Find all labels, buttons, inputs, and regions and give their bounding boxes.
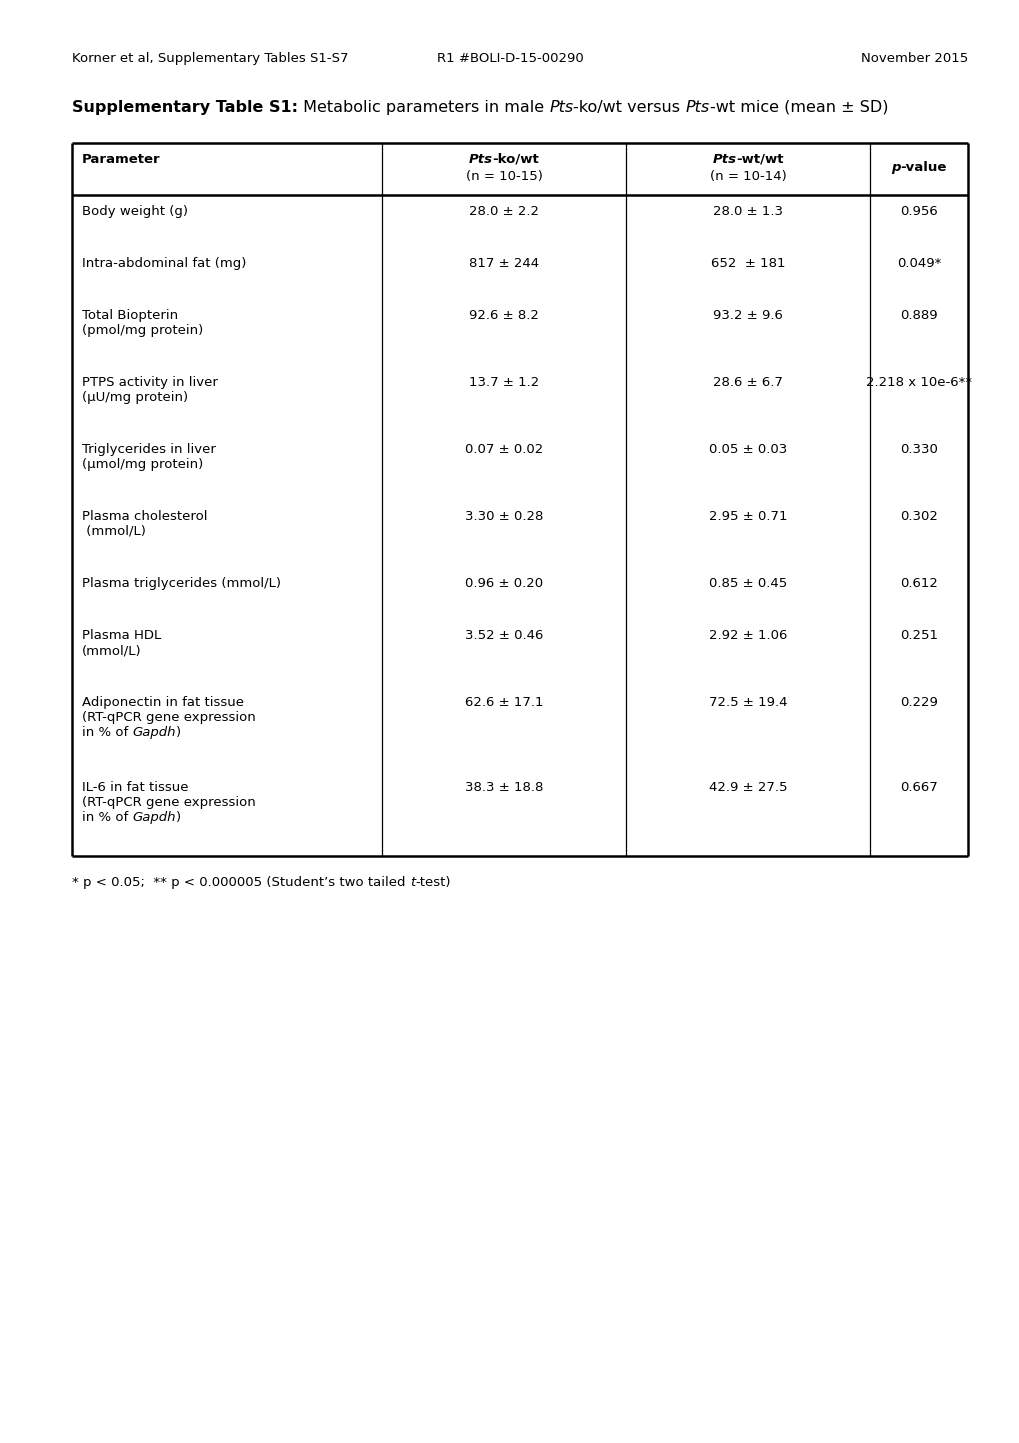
Text: in % of: in % of — [82, 726, 132, 739]
Text: Pts: Pts — [685, 100, 709, 115]
Text: 0.07 ± 0.02: 0.07 ± 0.02 — [465, 443, 542, 456]
Text: -wt mice (mean ± SD): -wt mice (mean ± SD) — [709, 100, 888, 115]
Text: (μU/mg protein): (μU/mg protein) — [82, 391, 187, 404]
Text: 28.0 ± 2.2: 28.0 ± 2.2 — [469, 205, 538, 218]
Text: Plasma cholesterol: Plasma cholesterol — [82, 509, 207, 522]
Text: Adiponectin in fat tissue: Adiponectin in fat tissue — [82, 696, 244, 709]
Text: 0.302: 0.302 — [899, 509, 937, 522]
Text: 3.30 ± 0.28: 3.30 ± 0.28 — [465, 509, 543, 522]
Text: 93.2 ± 9.6: 93.2 ± 9.6 — [712, 309, 783, 322]
Text: (RT-qPCR gene expression: (RT-qPCR gene expression — [82, 711, 256, 724]
Text: Total Biopterin: Total Biopterin — [82, 309, 178, 322]
Text: (μmol/mg protein): (μmol/mg protein) — [82, 457, 203, 470]
Text: Intra-abdominal fat (mg): Intra-abdominal fat (mg) — [82, 257, 247, 270]
Text: -ko/wt: -ko/wt — [492, 153, 539, 166]
Text: 13.7 ± 1.2: 13.7 ± 1.2 — [469, 377, 539, 390]
Text: Plasma triglycerides (mmol/L): Plasma triglycerides (mmol/L) — [82, 577, 280, 590]
Text: 0.667: 0.667 — [899, 781, 936, 794]
Text: ): ) — [176, 726, 181, 739]
Text: 92.6 ± 8.2: 92.6 ± 8.2 — [469, 309, 538, 322]
Text: 62.6 ± 17.1: 62.6 ± 17.1 — [465, 696, 543, 709]
Text: p: p — [891, 162, 900, 175]
Text: 28.0 ± 1.3: 28.0 ± 1.3 — [712, 205, 783, 218]
Text: Pts: Pts — [548, 100, 573, 115]
Text: R1 #BOLI-D-15-00290: R1 #BOLI-D-15-00290 — [436, 52, 583, 65]
Text: Gapdh: Gapdh — [132, 726, 176, 739]
Text: Triglycerides in liver: Triglycerides in liver — [82, 443, 216, 456]
Text: (mmol/L): (mmol/L) — [82, 644, 142, 657]
Text: 0.612: 0.612 — [899, 577, 937, 590]
Text: ): ) — [176, 811, 181, 824]
Text: PTPS activity in liver: PTPS activity in liver — [82, 377, 218, 390]
Text: Supplementary Table S1:: Supplementary Table S1: — [72, 100, 298, 115]
Text: 0.96 ± 0.20: 0.96 ± 0.20 — [465, 577, 542, 590]
Text: 3.52 ± 0.46: 3.52 ± 0.46 — [465, 629, 543, 642]
Text: 0.956: 0.956 — [899, 205, 936, 218]
Text: (pmol/mg protein): (pmol/mg protein) — [82, 325, 203, 338]
Text: -ko/wt versus: -ko/wt versus — [573, 100, 685, 115]
Text: t: t — [410, 876, 415, 889]
Text: 2.218 x 10e-6**: 2.218 x 10e-6** — [865, 377, 971, 390]
Text: 42.9 ± 27.5: 42.9 ± 27.5 — [708, 781, 787, 794]
Text: 28.6 ± 6.7: 28.6 ± 6.7 — [712, 377, 783, 390]
Text: Korner et al, Supplementary Tables S1-S7: Korner et al, Supplementary Tables S1-S7 — [72, 52, 348, 65]
Text: 0.85 ± 0.45: 0.85 ± 0.45 — [708, 577, 787, 590]
Text: 0.229: 0.229 — [899, 696, 937, 709]
Text: Plasma HDL: Plasma HDL — [82, 629, 161, 642]
Text: 0.330: 0.330 — [899, 443, 937, 456]
Text: 72.5 ± 19.4: 72.5 ± 19.4 — [708, 696, 787, 709]
Text: in % of: in % of — [82, 811, 132, 824]
Text: Parameter: Parameter — [82, 153, 160, 166]
Text: November 2015: November 2015 — [860, 52, 967, 65]
Text: * p < 0.05;  ** p < 0.000005 (Student’s two tailed: * p < 0.05; ** p < 0.000005 (Student’s t… — [72, 876, 410, 889]
Text: -wt/wt: -wt/wt — [736, 153, 783, 166]
Text: Body weight (g): Body weight (g) — [82, 205, 187, 218]
Text: Gapdh: Gapdh — [132, 811, 176, 824]
Text: 2.95 ± 0.71: 2.95 ± 0.71 — [708, 509, 787, 522]
Text: 652  ± 181: 652 ± 181 — [710, 257, 785, 270]
Text: 817 ± 244: 817 ± 244 — [469, 257, 538, 270]
Text: 0.049*: 0.049* — [896, 257, 941, 270]
Text: (n = 10-15): (n = 10-15) — [465, 170, 542, 183]
Text: -value: -value — [900, 162, 946, 175]
Text: (mmol/L): (mmol/L) — [82, 525, 146, 538]
Text: 0.889: 0.889 — [900, 309, 936, 322]
Text: 0.05 ± 0.03: 0.05 ± 0.03 — [708, 443, 787, 456]
Text: 0.251: 0.251 — [899, 629, 937, 642]
Text: Pts: Pts — [468, 153, 492, 166]
Text: Pts: Pts — [711, 153, 736, 166]
Text: 38.3 ± 18.8: 38.3 ± 18.8 — [465, 781, 543, 794]
Text: 2.92 ± 1.06: 2.92 ± 1.06 — [708, 629, 787, 642]
Text: Metabolic parameters in male: Metabolic parameters in male — [298, 100, 548, 115]
Text: IL-6 in fat tissue: IL-6 in fat tissue — [82, 781, 189, 794]
Text: (n = 10-14): (n = 10-14) — [709, 170, 786, 183]
Text: -test): -test) — [415, 876, 450, 889]
Text: (RT-qPCR gene expression: (RT-qPCR gene expression — [82, 797, 256, 810]
